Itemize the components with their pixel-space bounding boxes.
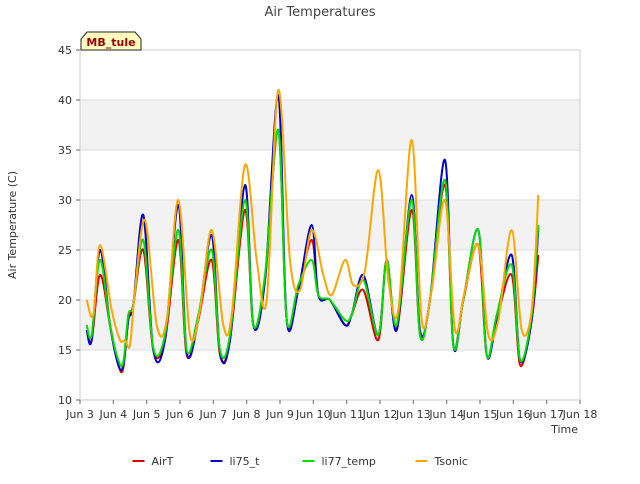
- y-tick-label: 10: [58, 394, 72, 407]
- plot-frame: [79, 49, 581, 401]
- legend-label: AirT: [152, 455, 174, 468]
- y-tick-label: 15: [58, 344, 72, 357]
- x-tick-label: Jun 18: [562, 408, 598, 421]
- background-band: [80, 100, 580, 150]
- series-line-tsonic: [85, 88, 540, 349]
- x-tick-label: Jun 8: [232, 408, 261, 421]
- y-tick-label: 35: [58, 144, 72, 157]
- y-tick-label: 30: [58, 194, 72, 207]
- x-tick-label: Jun 3: [65, 408, 94, 421]
- legend: AirT li75_t li77_temp Tsonic: [132, 455, 468, 468]
- x-tick-label: Jun 7: [198, 408, 227, 421]
- plot-background: [80, 50, 580, 400]
- x-tick-label: Jun 10: [295, 408, 331, 421]
- y-tick-label: 40: [58, 94, 72, 107]
- x-tick-label: Jun 17: [528, 408, 564, 421]
- x-tick-label: Jun 16: [495, 408, 531, 421]
- site-badge-box: [80, 31, 142, 51]
- x-axis-ticks: Jun 3 Jun 4 Jun 5 Jun 6 Jun 7 Jun 8 Jun 9 Jun 1…: [65, 400, 597, 421]
- chart-title: Air Temperatures: [264, 5, 375, 20]
- y-tick-label: 20: [58, 294, 72, 307]
- x-tick-label: Jun 12: [362, 408, 398, 421]
- x-tick-label: Jun 5: [132, 408, 161, 421]
- x-tick-label: Jun 13: [395, 408, 431, 421]
- y-axis-label: Air Temperature (C): [6, 171, 19, 279]
- y-tick-label: 25: [58, 244, 72, 257]
- x-tick-label: Jun 6: [165, 408, 194, 421]
- series-layer: [85, 88, 540, 374]
- x-axis-label: Time: [550, 423, 578, 436]
- legend-label: li77_temp: [322, 455, 376, 468]
- x-tick-label: Jun 11: [328, 408, 364, 421]
- y-tick-label: 45: [58, 44, 72, 57]
- x-tick-label: Jun 9: [265, 408, 294, 421]
- x-tick-label: Jun 14: [428, 408, 464, 421]
- y-axis-ticks: 10 15 20 25 30 35 40 45: [58, 44, 80, 407]
- legend-label: Tsonic: [434, 455, 468, 468]
- x-tick-label: Jun 15: [462, 408, 498, 421]
- site-badge-label: MB_tule: [86, 36, 135, 49]
- x-tick-label: Jun 4: [98, 408, 127, 421]
- legend-label: li75_t: [230, 455, 261, 468]
- background-band: [80, 200, 580, 250]
- site-badge: MB_tule: [80, 31, 142, 51]
